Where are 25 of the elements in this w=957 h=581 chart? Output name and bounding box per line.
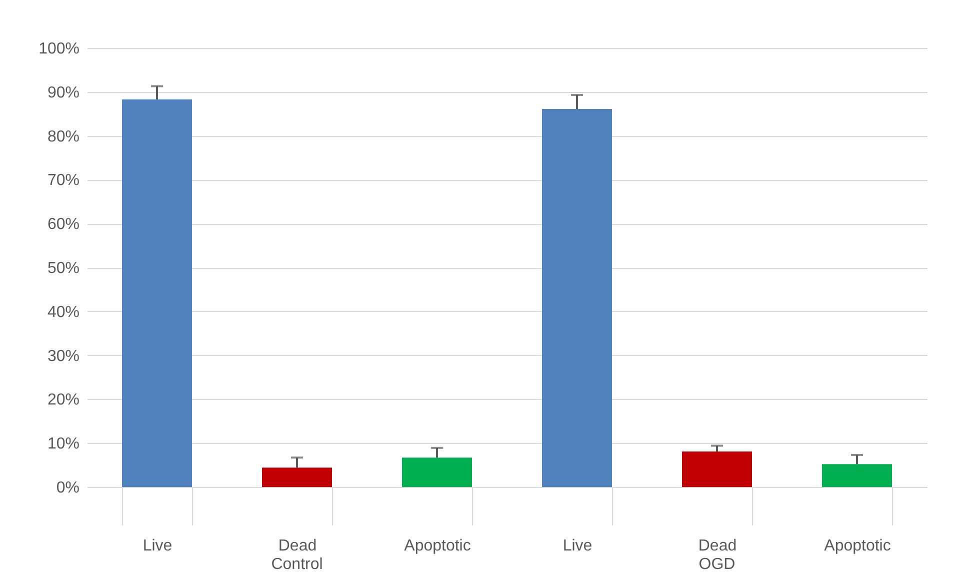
y-tick-label: 40%	[47, 304, 80, 321]
y-tick-label: 60%	[47, 216, 80, 234]
x-tick-label: Dead	[698, 538, 737, 554]
text: OGD	[698, 556, 736, 573]
y-tick-label: 80%	[47, 128, 80, 146]
y-tick-label: 10%	[47, 436, 80, 453]
x-tick-label: Apoptotic	[824, 538, 891, 554]
y-tick-label: 50%	[47, 260, 80, 277]
x-tick-label: Live	[562, 538, 592, 554]
bar	[122, 99, 192, 487]
y-tick-label: 20%	[47, 392, 80, 409]
bar	[402, 458, 472, 487]
x-tick-label: Apoptotic	[404, 538, 471, 554]
y-tick-label: 0%	[56, 480, 80, 496]
y-tick-label: 30%	[47, 348, 80, 365]
bar	[822, 464, 892, 487]
x-tick-label: Dead	[278, 538, 317, 554]
text: Control	[271, 556, 323, 573]
y-tick-label: 70%	[47, 172, 80, 190]
bar	[682, 451, 752, 487]
bar	[262, 468, 332, 487]
y-tick-label: 100%	[38, 40, 80, 58]
x-tick-label: Live	[142, 538, 172, 554]
bar	[542, 109, 612, 487]
y-tick-label: 90%	[47, 84, 80, 102]
